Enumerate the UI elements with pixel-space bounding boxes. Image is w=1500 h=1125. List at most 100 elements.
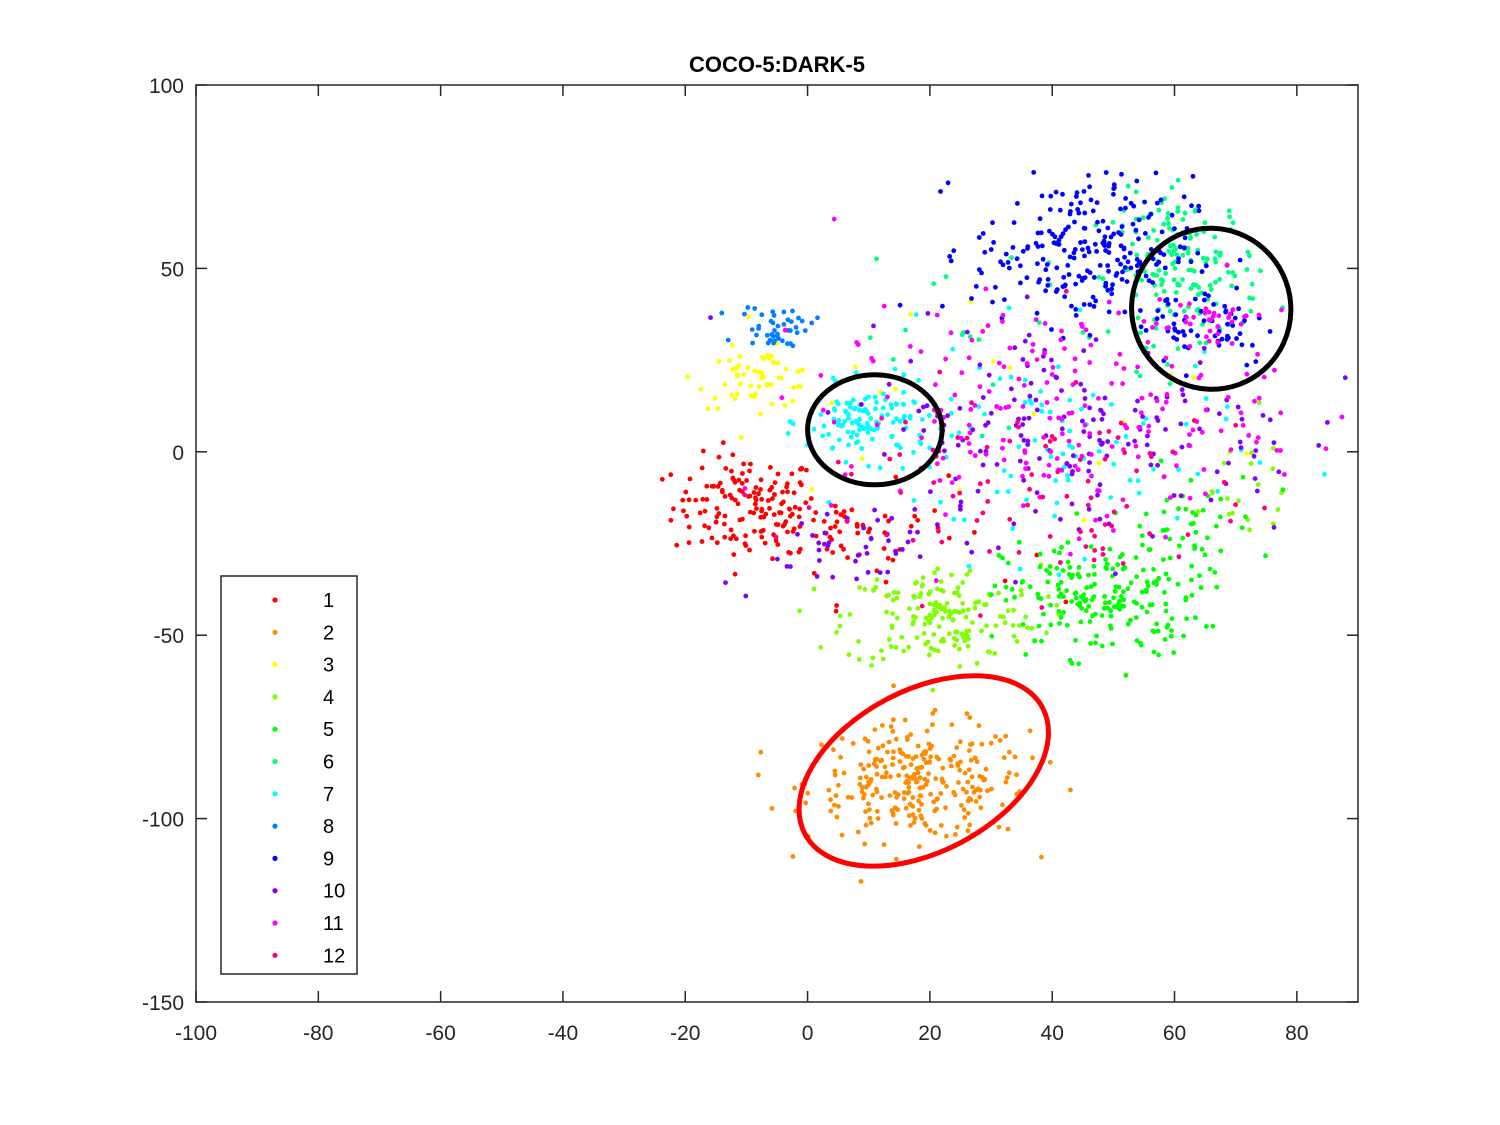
data-point-series-11: [1228, 447, 1234, 452]
data-point-series-10: [1178, 421, 1184, 427]
data-point-series-8: [745, 305, 751, 310]
data-point-series-1: [668, 517, 674, 523]
data-point-series-9: [1060, 231, 1066, 237]
data-point-series-6: [1182, 210, 1188, 216]
data-point-series-11: [1203, 491, 1208, 497]
data-point-series-7: [1001, 468, 1007, 473]
data-point-series-5: [1218, 496, 1224, 502]
data-point-series-1: [833, 608, 839, 614]
data-point-series-5: [1054, 565, 1060, 571]
data-point-series-1: [932, 508, 937, 513]
data-point-series-4: [967, 568, 973, 574]
data-point-series-1: [687, 476, 693, 482]
data-point-series-11: [1196, 375, 1202, 381]
data-point-series-5: [1070, 572, 1075, 578]
data-point-series-6: [1258, 268, 1263, 274]
data-point-series-7: [1038, 389, 1043, 394]
data-point-series-9: [1131, 203, 1137, 209]
data-point-series-5: [1108, 613, 1114, 619]
data-point-series-3: [771, 360, 777, 366]
data-point-series-11: [1096, 488, 1102, 494]
data-point-series-1: [841, 509, 847, 514]
data-point-series-4: [943, 608, 948, 614]
legend-box: [220, 575, 358, 975]
data-point-series-10: [1064, 461, 1070, 466]
data-point-series-5: [1088, 641, 1093, 646]
data-point-series-5: [1116, 584, 1122, 590]
data-point-series-9: [1188, 328, 1194, 334]
data-point-series-11: [1207, 328, 1213, 334]
data-point-series-6: [1200, 255, 1206, 261]
data-point-series-9: [1155, 308, 1161, 314]
data-point-series-10: [1033, 508, 1038, 514]
data-point-series-10: [928, 489, 933, 495]
data-point-series-1: [758, 477, 764, 483]
data-point-series-5: [1190, 510, 1195, 515]
data-point-series-7: [1123, 434, 1129, 439]
data-point-series-12: [1064, 493, 1070, 499]
data-point-series-11: [1206, 317, 1212, 323]
data-point-series-2: [953, 832, 958, 837]
data-point-series-2: [961, 807, 967, 813]
data-point-series-10: [921, 428, 927, 433]
data-point-series-6: [1160, 278, 1166, 284]
data-point-series-2: [949, 722, 955, 728]
data-point-series-5: [1041, 611, 1046, 617]
data-point-series-9: [1224, 337, 1230, 342]
data-point-series-4: [936, 624, 942, 629]
data-point-series-2: [954, 745, 960, 750]
data-point-series-5: [1020, 579, 1026, 584]
data-point-series-7: [1176, 467, 1181, 472]
data-point-series-10: [1049, 357, 1054, 363]
data-point-series-11: [919, 435, 924, 441]
data-point-series-9: [1082, 210, 1088, 216]
data-point-series-5: [1163, 608, 1169, 614]
data-point-series-6: [1200, 322, 1205, 327]
data-point-series-10: [889, 515, 895, 521]
data-point-series-1: [723, 466, 729, 471]
data-point-series-1: [731, 552, 737, 557]
data-point-series-2: [882, 764, 888, 770]
data-point-series-10: [1253, 448, 1259, 453]
data-point-series-10: [1132, 407, 1138, 413]
data-point-series-11: [1089, 473, 1094, 479]
data-point-series-4: [1270, 466, 1276, 472]
data-point-series-1: [789, 471, 795, 477]
data-point-series-2: [964, 789, 969, 795]
data-point-series-9: [991, 240, 996, 245]
data-point-series-4: [874, 577, 880, 582]
data-point-series-5: [1207, 566, 1213, 572]
data-point-series-11: [1174, 463, 1179, 469]
data-point-series-2: [888, 774, 893, 780]
data-point-series-11: [959, 370, 965, 376]
data-point-series-9: [1090, 208, 1096, 214]
data-point-series-10: [978, 448, 983, 454]
data-point-series-4: [901, 648, 907, 654]
data-point-series-9: [1125, 259, 1131, 265]
data-point-series-5: [1102, 594, 1107, 599]
data-point-series-2: [893, 821, 899, 826]
data-point-series-8: [742, 311, 747, 317]
data-point-series-10: [980, 395, 986, 400]
data-point-series-11: [1083, 327, 1089, 333]
data-point-series-11: [874, 422, 880, 428]
data-point-series-2: [923, 782, 929, 787]
data-point-series-2: [891, 683, 896, 689]
data-point-series-10: [1178, 493, 1184, 499]
data-point-series-1: [702, 523, 707, 529]
data-point-series-10: [859, 402, 864, 407]
data-point-series-10: [1059, 426, 1065, 432]
data-point-series-1: [681, 508, 686, 514]
data-point-series-9: [1105, 263, 1111, 268]
data-point-series-4: [862, 586, 868, 592]
data-point-series-4: [960, 600, 965, 606]
data-point-series-11: [907, 344, 913, 349]
data-point-series-2: [957, 739, 963, 745]
data-point-series-5: [1169, 628, 1174, 633]
data-point-series-5: [1125, 586, 1131, 592]
data-point-series-9: [1031, 170, 1037, 175]
data-point-series-2: [915, 770, 921, 776]
data-point-series-5: [1083, 608, 1089, 614]
data-point-series-11: [1255, 435, 1261, 440]
